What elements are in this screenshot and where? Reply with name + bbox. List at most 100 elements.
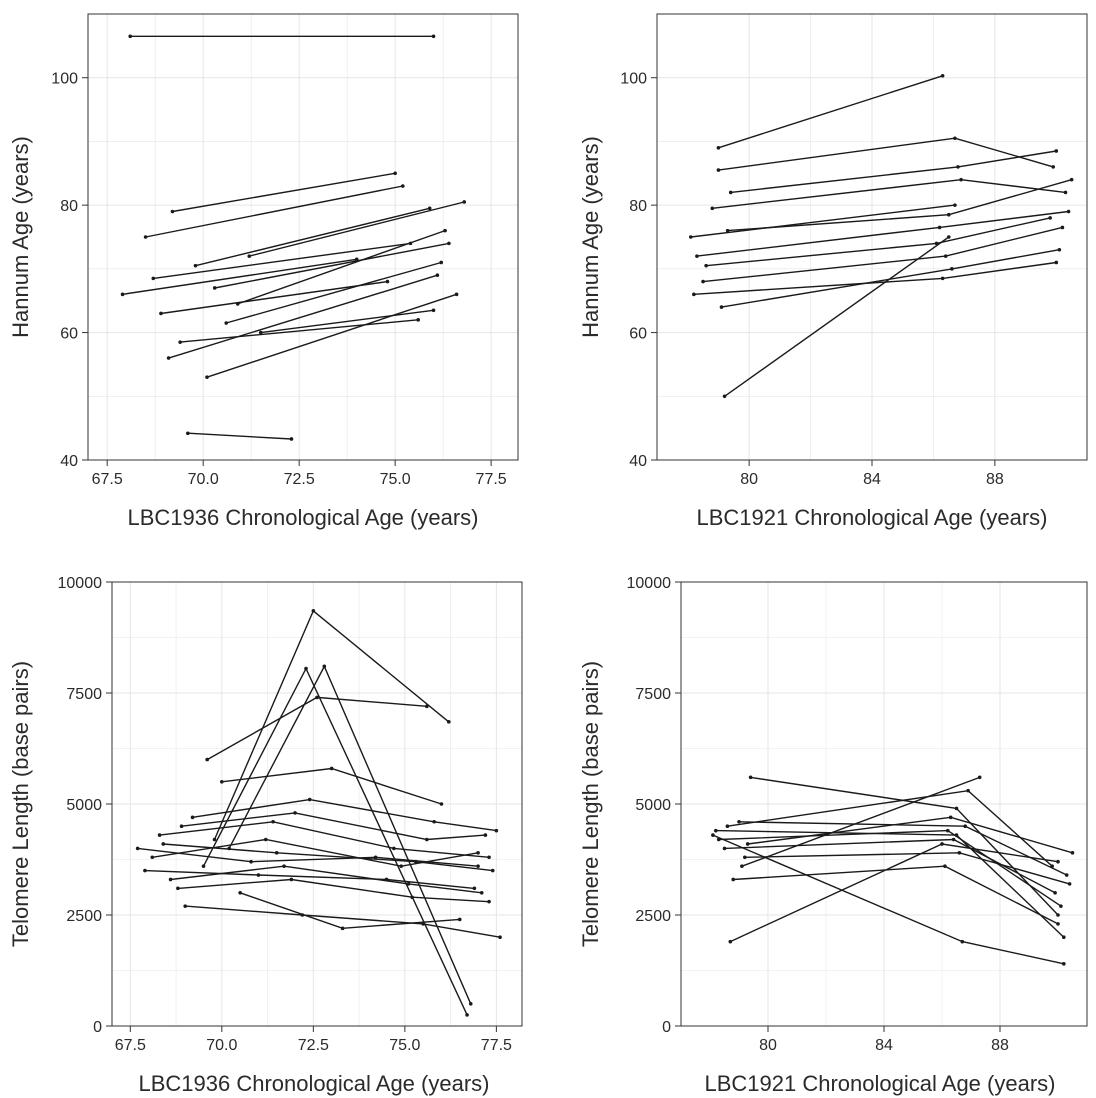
data-point (725, 824, 730, 828)
data-point (943, 864, 947, 868)
data-point (447, 241, 451, 246)
data-point (487, 899, 491, 904)
series-line (168, 274, 438, 359)
x-axis-title: LBC1921 Chronological Age (years) (705, 1071, 1056, 1096)
data-point (446, 720, 451, 724)
data-point (946, 828, 950, 833)
telomere-lbc1936-panel: 67.5 70.0 72.5 75.0 77.5 025005000750010000 … (8, 575, 523, 1096)
data-point (704, 263, 708, 268)
series-line (730, 843, 1059, 943)
data-point (1056, 913, 1060, 917)
y-axis-ticks: 40 60 80 100 (620, 71, 657, 470)
data-point (249, 859, 253, 864)
data-point (1062, 962, 1066, 966)
data-point (238, 891, 242, 895)
data-point (289, 877, 294, 882)
data-point (966, 788, 970, 793)
data-point (476, 864, 480, 868)
data-point (439, 802, 444, 806)
data-point (263, 837, 268, 842)
x-tick-label: 75.0 (389, 1037, 420, 1054)
x-axis-title: LBC1921 Chronological Age (years) (697, 505, 1048, 530)
series-line (144, 869, 475, 890)
y-tick-label: 2500 (635, 908, 671, 925)
data-point (728, 190, 733, 195)
series-line (152, 838, 479, 867)
data-point (953, 136, 957, 141)
data-point (431, 34, 436, 39)
data-point (937, 225, 942, 230)
x-tick-label: 77.5 (476, 471, 507, 488)
data-point (457, 917, 462, 922)
series-line (249, 201, 465, 257)
data-point (959, 177, 963, 182)
y-tick-label: 60 (60, 326, 78, 343)
data-point (161, 842, 166, 846)
y-tick-label: 5000 (66, 797, 102, 814)
data-point (498, 935, 502, 939)
x-tick-label: 70.0 (188, 471, 219, 488)
data-point (476, 851, 480, 855)
data-point (934, 241, 939, 246)
data-point (716, 146, 721, 150)
data-point (1063, 190, 1068, 195)
data-point (1048, 216, 1052, 220)
x-tick-label: 75.0 (380, 471, 411, 488)
data-point (748, 775, 753, 780)
data-point (940, 842, 944, 846)
data-point (1069, 177, 1074, 182)
y-tick-label: 7500 (66, 686, 102, 703)
data-point (1066, 209, 1071, 214)
data-point (740, 864, 744, 868)
y-tick-label: 7500 (635, 686, 671, 703)
data-point (224, 321, 229, 325)
series-line (718, 137, 1054, 171)
data-point (128, 34, 133, 39)
y-tick-label: 80 (60, 198, 78, 215)
data-point (235, 302, 240, 306)
x-axis-ticks: 67.5 70.0 72.5 75.0 77.5 (115, 1026, 512, 1054)
data-point (946, 235, 951, 239)
data-point (151, 276, 156, 281)
x-tick-label: 84 (875, 1037, 893, 1054)
data-point (956, 165, 960, 169)
data-point (479, 891, 484, 895)
data-point (954, 806, 959, 811)
data-point (472, 886, 477, 891)
data-point (143, 235, 148, 239)
y-axis-ticks: 0 2500 5000 7500 10000 (58, 575, 112, 1036)
data-point (1064, 873, 1069, 877)
x-axis-ticks: 80 84 88 (740, 460, 1004, 488)
y-tick-label: 100 (51, 71, 78, 88)
data-point (311, 609, 316, 613)
y-tick-label: 60 (629, 326, 647, 343)
hannum-lbc1921-panel: 80 84 88 40 60 80 100 LBC1921 Chronological A… (578, 13, 1088, 530)
data-point (220, 780, 224, 784)
data-point (271, 819, 275, 824)
y-tick-label: 2500 (66, 908, 102, 925)
data-point (963, 824, 967, 828)
data-point (293, 811, 297, 815)
y-tick-label: 10000 (58, 575, 103, 592)
series-line (202, 667, 468, 1016)
series-line (172, 172, 396, 213)
data-point (948, 815, 953, 820)
data-point (688, 235, 693, 239)
y-tick-label: 0 (93, 1019, 102, 1036)
x-tick-label: 72.5 (284, 471, 315, 488)
data-point (282, 864, 286, 868)
data-point (950, 267, 954, 271)
series-line (185, 905, 501, 938)
data-point (490, 868, 495, 873)
data-point (1056, 922, 1060, 926)
data-point (743, 855, 747, 860)
data-point (716, 837, 721, 842)
data-point (157, 833, 162, 837)
hannum-lbc1936-panel: 67.5 70.0 72.5 75.0 77.5 40 60 80 100 LBC1936 C… (8, 13, 519, 530)
data-point (725, 228, 730, 233)
data-point (159, 311, 163, 316)
data-point (274, 851, 279, 855)
data-point (731, 877, 735, 882)
data-point (943, 254, 948, 258)
